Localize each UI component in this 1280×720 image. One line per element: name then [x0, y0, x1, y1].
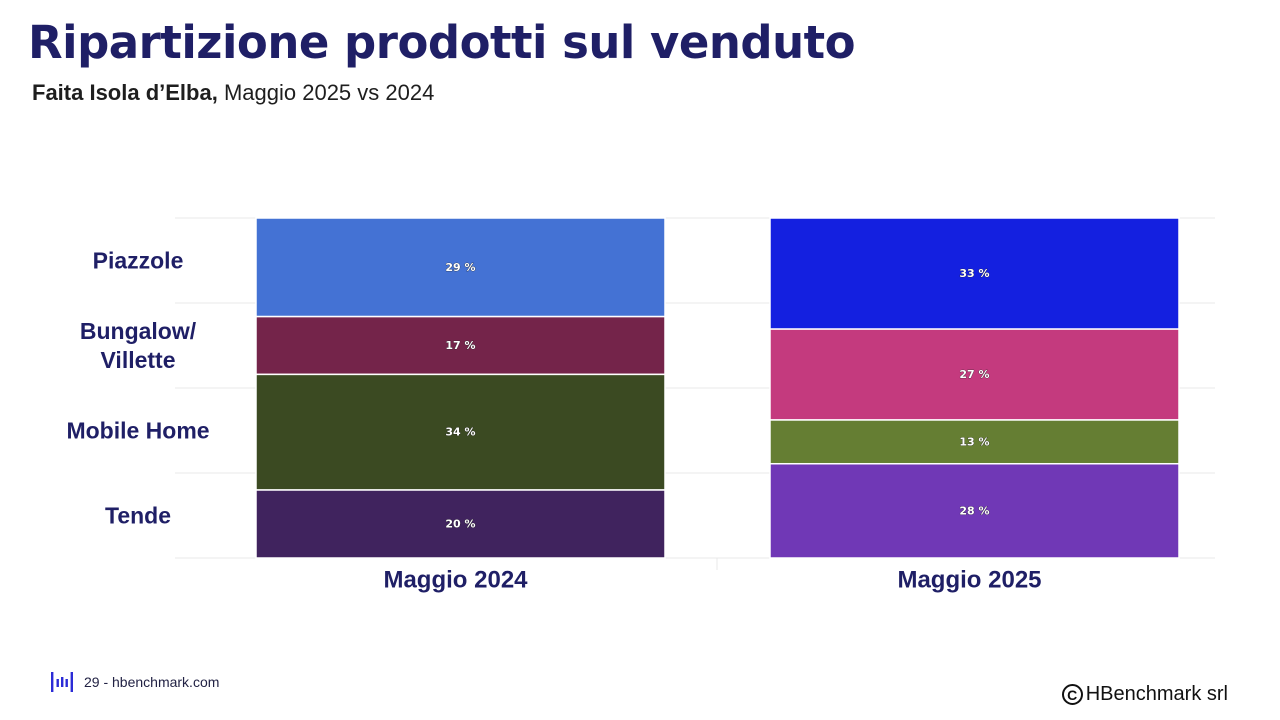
bar-segment: [255, 489, 666, 559]
hbenchmark-logo-icon: [51, 672, 73, 692]
subtitle-period: Maggio 2025 vs 2024: [217, 80, 435, 105]
row-label: Villette: [101, 347, 176, 373]
footer-page-link[interactable]: 29 - hbenchmark.com: [84, 674, 220, 690]
segment-label: 28 %: [959, 504, 989, 517]
copyright-icon: C: [1061, 684, 1083, 705]
segment-label: 17 %: [445, 339, 475, 352]
segment-label: 13 %: [959, 435, 989, 448]
page-subtitle: Faita Isola d’Elba, Maggio 2025 vs 2024: [32, 80, 434, 106]
row-label: Bungalow/: [80, 318, 197, 344]
segment-label: 34 %: [445, 426, 475, 439]
segment-label: 33 %: [959, 267, 989, 280]
bar-segment: [769, 328, 1180, 421]
subtitle-location: Faita Isola d’Elba,: [32, 80, 218, 105]
segment-label: 27 %: [959, 368, 989, 381]
segment-label: 29 %: [445, 261, 475, 274]
bar-segment: [769, 217, 1180, 330]
footer-company: HBenchmark srl: [1085, 683, 1228, 705]
row-label: Tende: [105, 503, 171, 529]
x-tick-label: Maggio 2024: [383, 567, 528, 594]
bar-segment: [255, 217, 666, 318]
row-label: Piazzole: [93, 248, 184, 274]
bar-segment: [769, 462, 1180, 559]
bar-segment: [255, 315, 666, 376]
row-label: Mobile Home: [66, 418, 209, 444]
x-tick-label: Maggio 2025: [897, 567, 1041, 594]
page-title: Ripartizione prodotti sul venduto: [28, 16, 856, 69]
bar-segment: [255, 373, 666, 491]
footer-right: C HBenchmark srl: [1061, 683, 1228, 706]
footer-left: 29 - hbenchmark.com: [50, 670, 219, 694]
segment-label: 20 %: [445, 518, 475, 531]
